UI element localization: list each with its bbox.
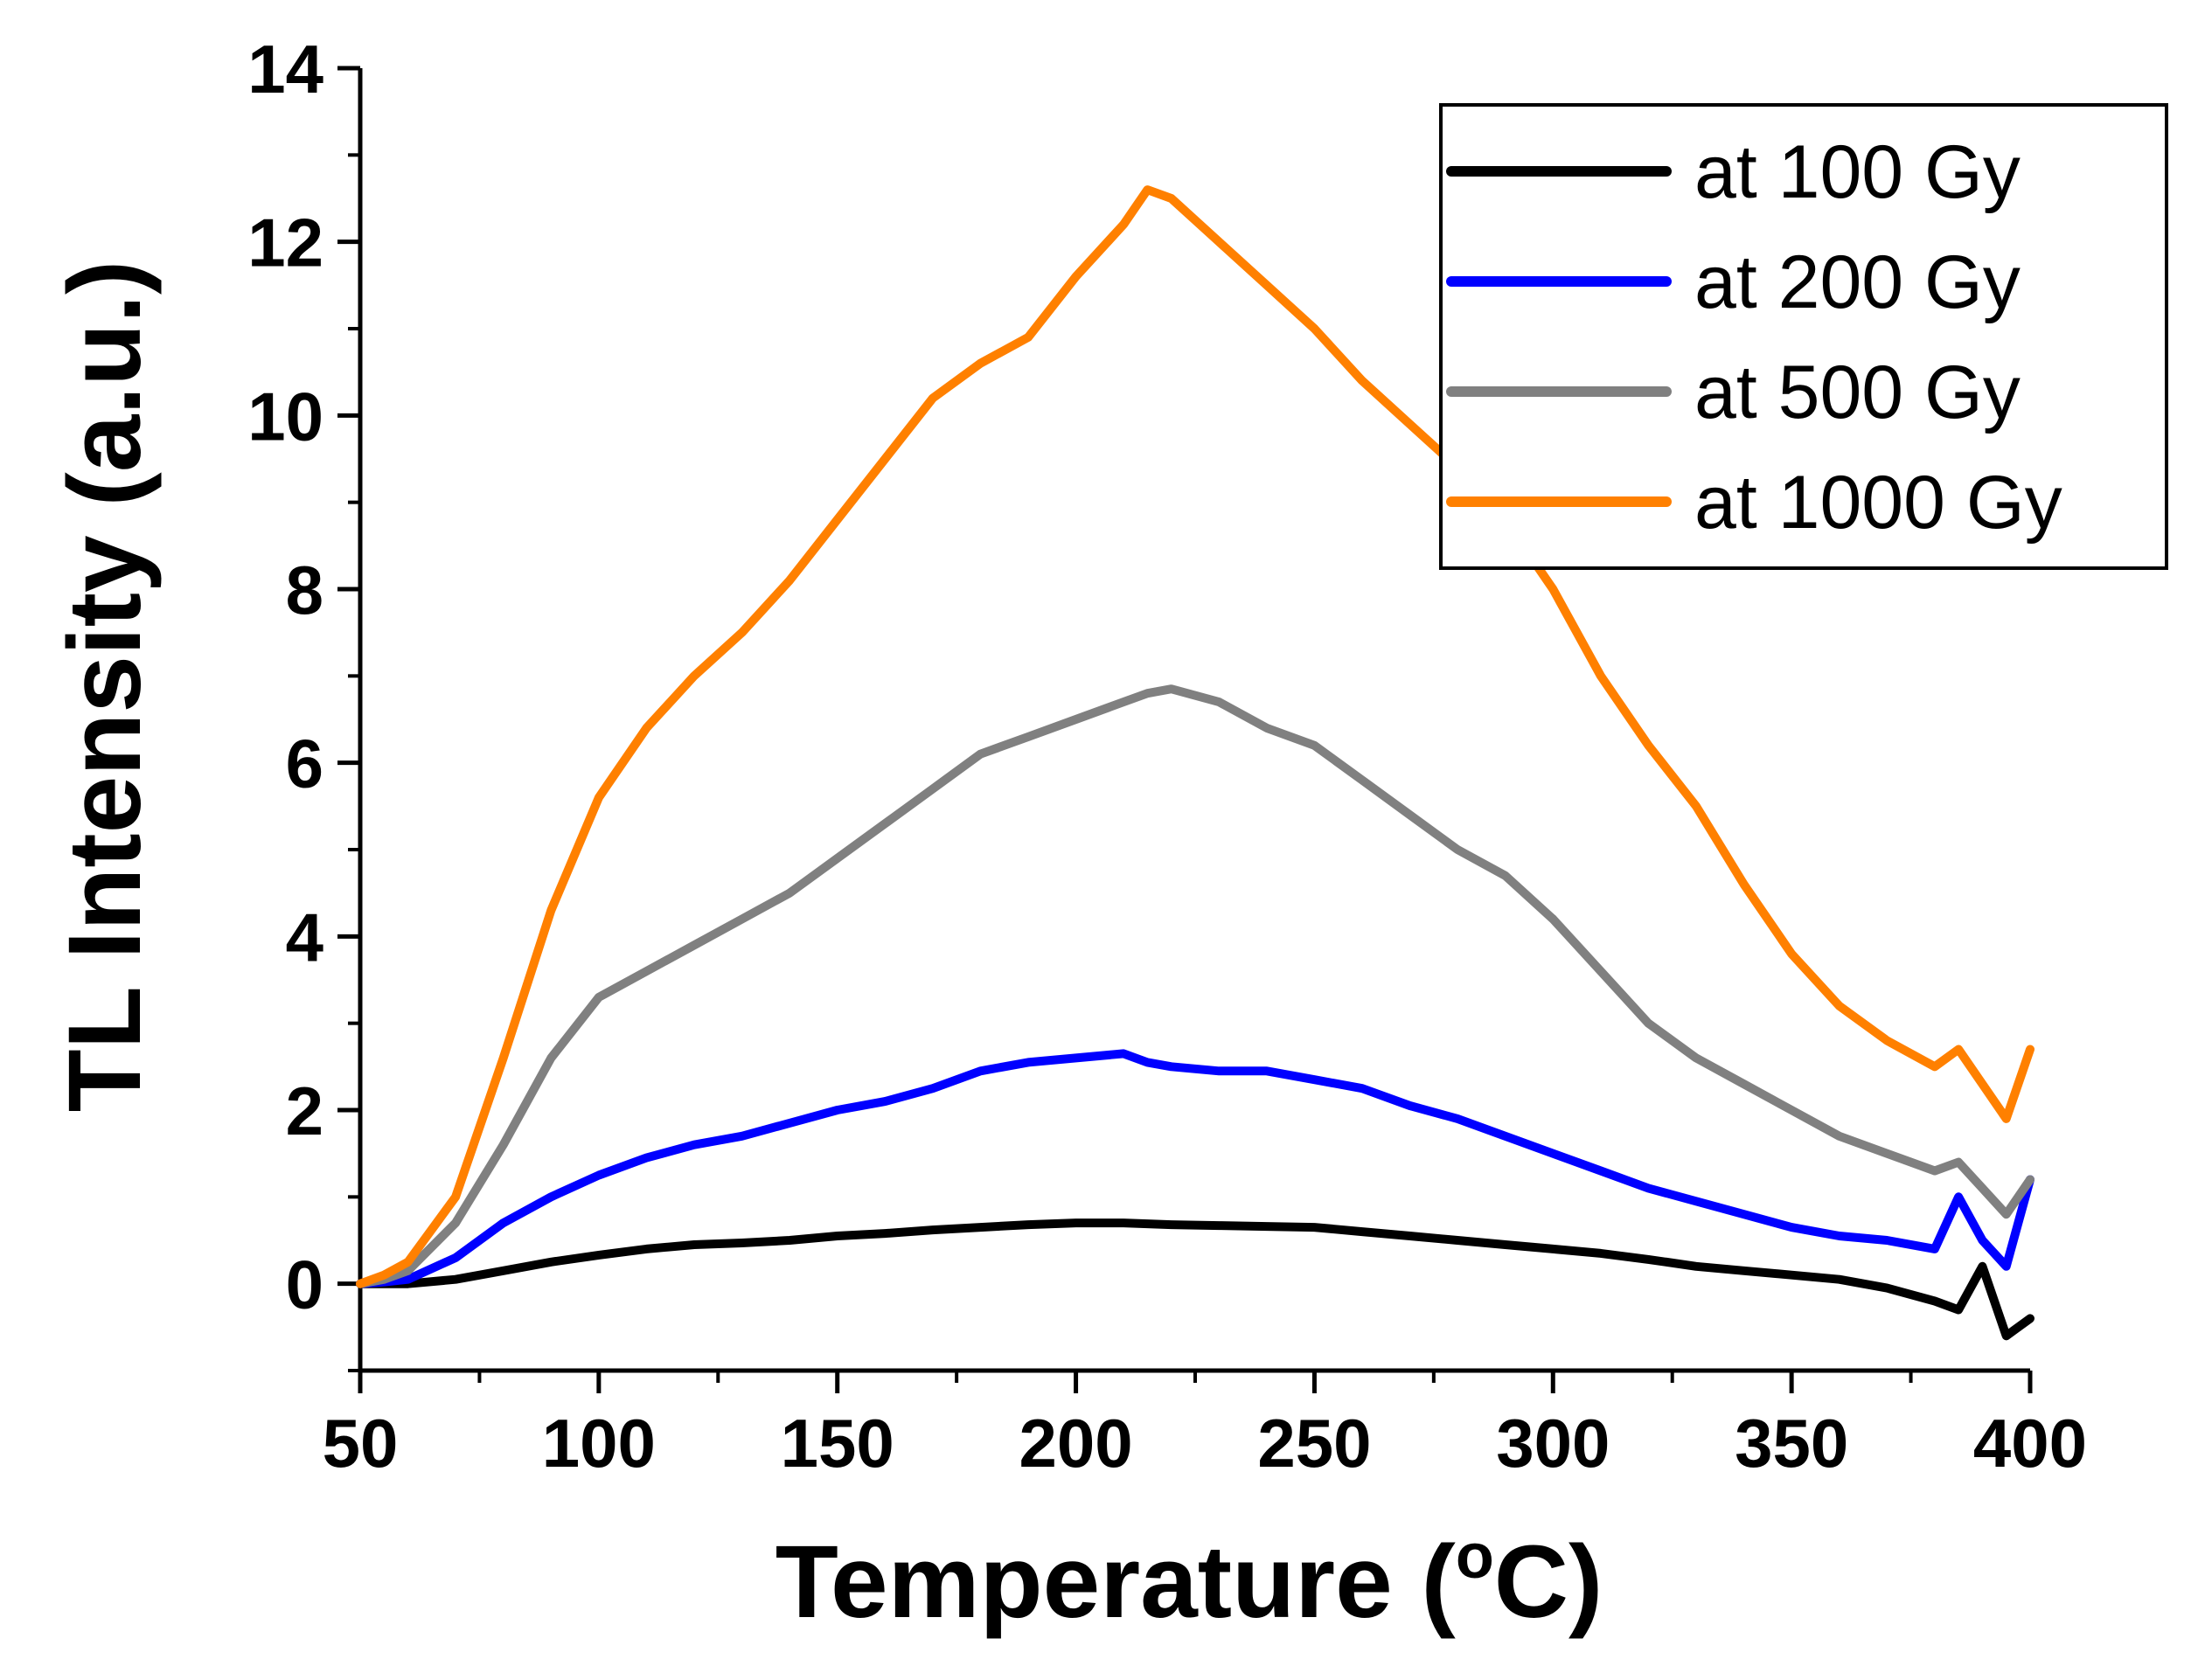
y-tick-label: 2 — [286, 1073, 323, 1149]
series-lines — [356, 185, 2034, 1341]
y-tick-label: 0 — [286, 1246, 323, 1323]
x-axis-title-superscript: o — [1456, 1522, 1494, 1592]
x-tick-label: 250 — [1257, 1405, 1371, 1482]
legend-label-4: at 1000 Gy — [1694, 461, 2062, 545]
series-line-4 — [356, 185, 2034, 1288]
x-tick-label: 100 — [542, 1405, 656, 1482]
x-tick-label: 150 — [781, 1405, 894, 1482]
y-tick-label: 4 — [286, 899, 323, 975]
axis-titles: Temperature (oC) TL Intensity (a.u.) — [47, 260, 1603, 1640]
legend-label-2: at 200 Gy — [1694, 240, 2021, 324]
axes: 50 100 150 200 250 300 350 400 0 2 4 6 8 10 12 14 — [247, 31, 2087, 1482]
y-tick-label: 14 — [247, 31, 323, 108]
y-axis-title: TL Intensity (a.u.) — [47, 260, 163, 1113]
x-axis-title-main: Temperature ( — [776, 1524, 1457, 1640]
legend-label-1: at 100 Gy — [1694, 130, 2021, 214]
series-line-2 — [356, 1049, 2034, 1288]
x-axis-title: Temperature (oC) — [776, 1522, 1603, 1640]
x-tick-label: 50 — [323, 1405, 399, 1482]
series-line-3 — [356, 684, 2034, 1288]
y-tick-label: 6 — [286, 725, 323, 802]
x-tick-label: 400 — [1973, 1405, 2087, 1482]
x-axis-title-unit: C) — [1494, 1524, 1603, 1640]
x-tick-label: 300 — [1496, 1405, 1610, 1482]
legend-label-3: at 500 Gy — [1694, 351, 2021, 434]
legend: at 100 Gy at 200 Gy at 500 Gy at 1000 Gy — [1439, 103, 2168, 570]
y-tick-label: 8 — [286, 552, 323, 628]
y-tick-label: 12 — [247, 205, 323, 281]
legend-box — [1439, 103, 2168, 570]
x-tick-label: 200 — [1019, 1405, 1133, 1482]
y-tick-label: 10 — [247, 378, 323, 455]
series-line-1 — [356, 1218, 2034, 1341]
x-tick-label: 350 — [1735, 1405, 1848, 1482]
